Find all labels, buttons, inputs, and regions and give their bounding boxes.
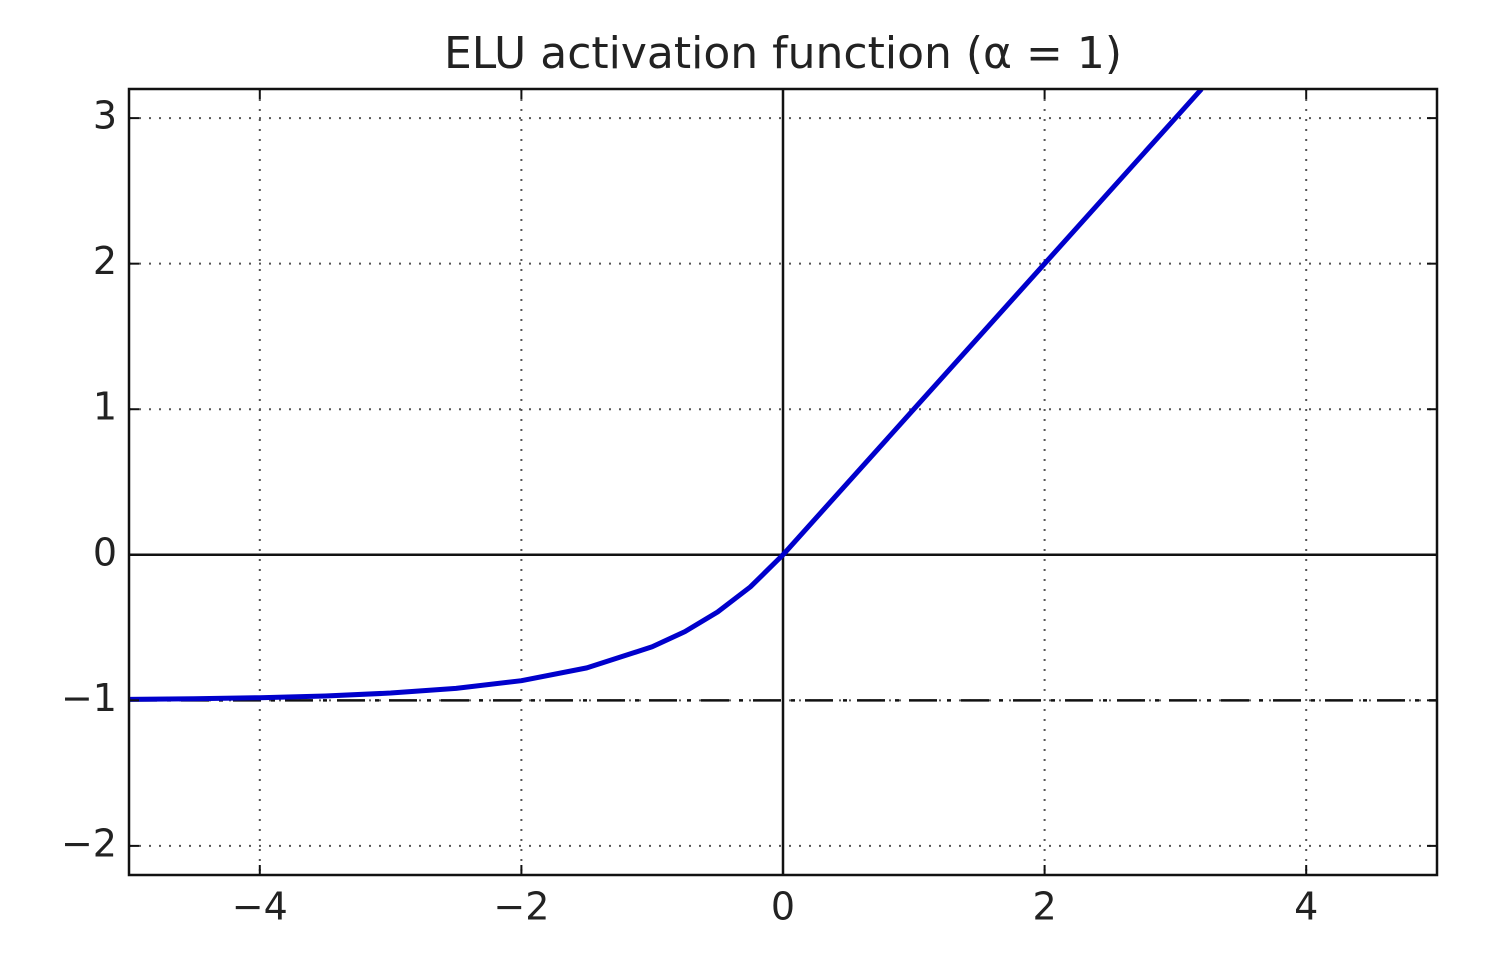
y-tick-label: 2 <box>93 239 117 283</box>
y-tick-label: 0 <box>93 530 117 574</box>
x-tick-label: 2 <box>1033 885 1057 929</box>
x-tick-label: −2 <box>493 885 549 929</box>
x-tick-label: −4 <box>232 885 288 929</box>
chart-title: ELU activation function (α = 1) <box>444 28 1122 79</box>
y-tick-label: −2 <box>61 821 117 865</box>
plot-area <box>129 89 1437 875</box>
x-tick-label: 0 <box>771 885 795 929</box>
y-tick-label: 1 <box>93 385 117 429</box>
data-line <box>129 89 1204 702</box>
y-tick-label: −1 <box>61 676 117 720</box>
x-tick-label: 4 <box>1294 885 1318 929</box>
y-tick-label: 3 <box>93 94 117 138</box>
